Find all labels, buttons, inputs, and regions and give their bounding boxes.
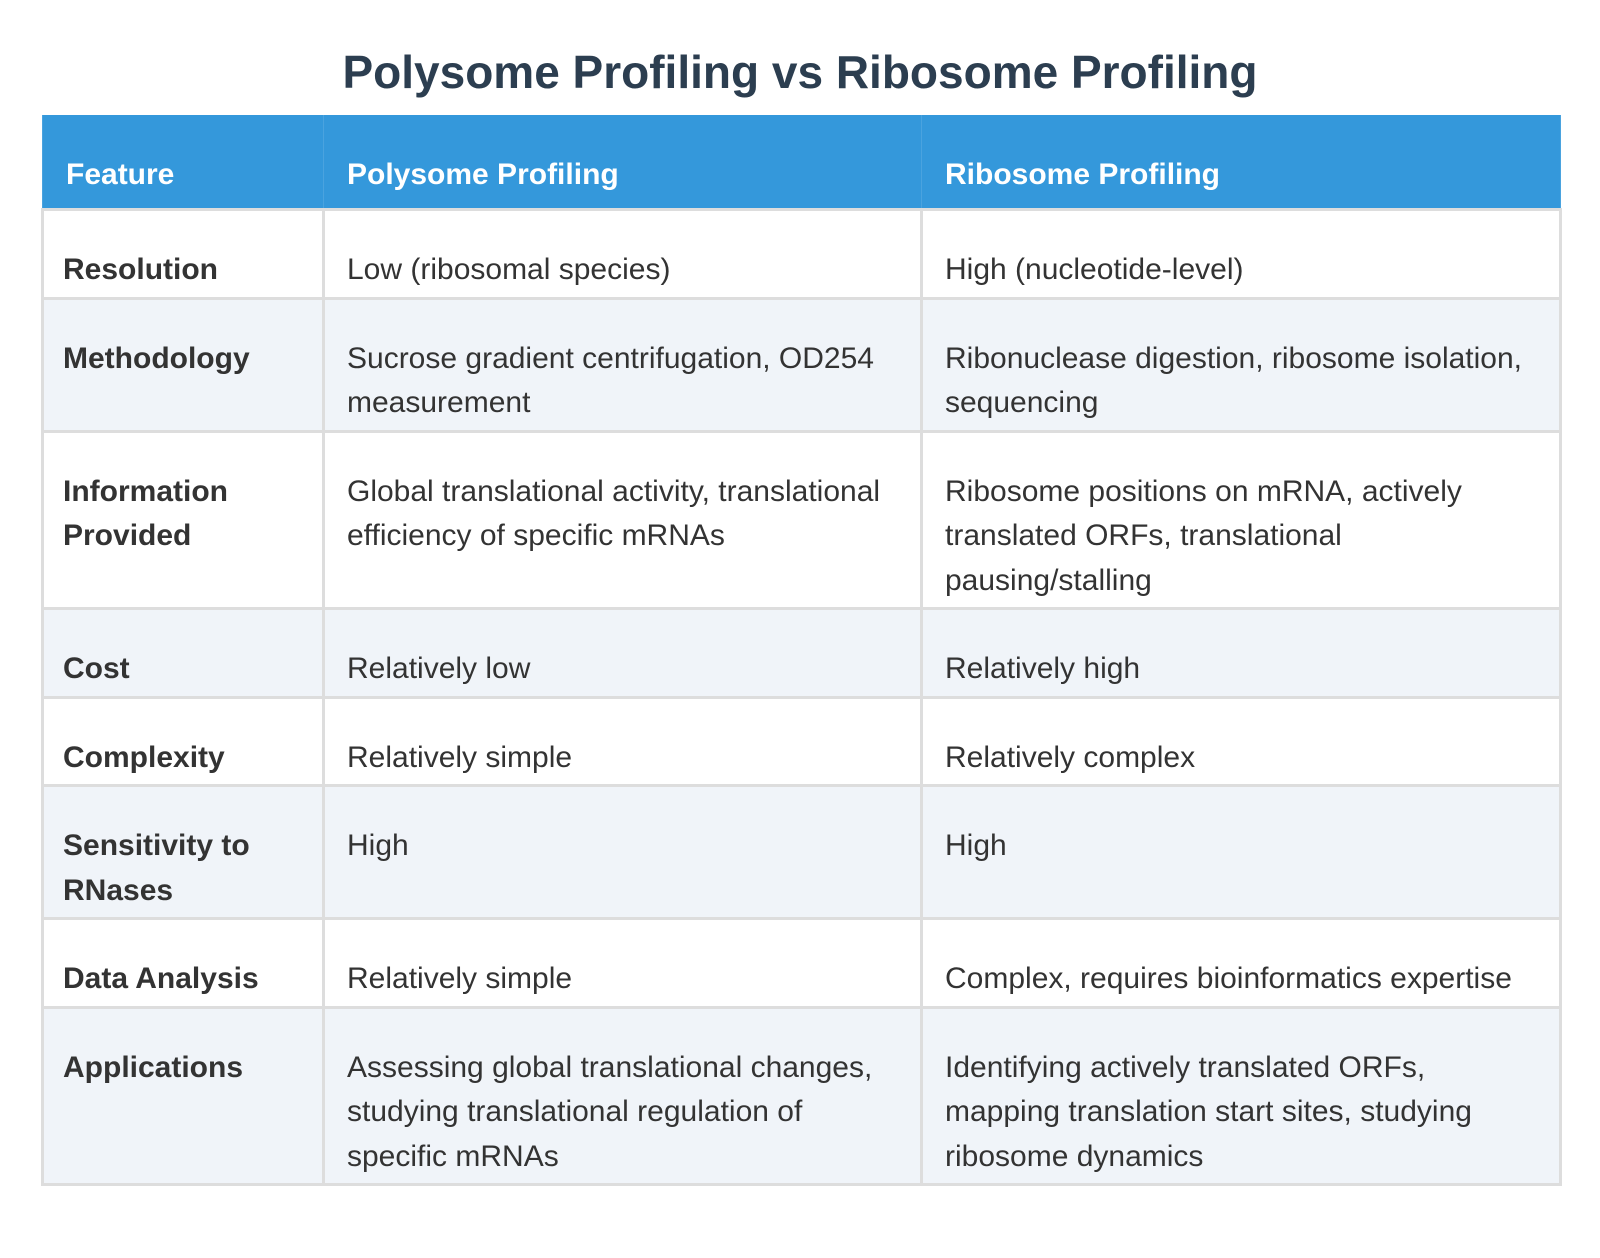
header-row: Feature Polysome Profiling Ribosome Prof… bbox=[42, 115, 1561, 210]
table-row-applications: Applications Assessing global translatio… bbox=[41, 1005, 1562, 1186]
polysome-cell: High bbox=[322, 784, 923, 920]
ribosome-cell: High bbox=[920, 784, 1562, 920]
column-header-ribosome-profiling: Ribosome Profiling bbox=[921, 115, 1561, 210]
table-row-information-provided: Information Provided Global translationa… bbox=[41, 429, 1562, 610]
table-row-data-analysis: Data Analysis Relatively simple Complex,… bbox=[41, 917, 1562, 1009]
polysome-cell: Low (ribosomal species) bbox=[322, 208, 923, 300]
table-row-complexity: Complexity Relatively simple Relatively … bbox=[41, 695, 1562, 787]
feature-cell: Information Provided bbox=[41, 429, 325, 610]
table-header: Feature Polysome Profiling Ribosome Prof… bbox=[42, 115, 1561, 210]
page-title: Polysome Profiling vs Ribosome Profiling bbox=[342, 46, 1258, 98]
feature-cell: Complexity bbox=[41, 695, 325, 787]
feature-cell: Applications bbox=[41, 1005, 325, 1186]
polysome-cell: Global translational activity, translati… bbox=[322, 429, 923, 610]
polysome-cell: Relatively simple bbox=[322, 695, 923, 787]
table-body: Resolution Low (ribosomal species) High … bbox=[41, 208, 1562, 1186]
feature-cell: Cost bbox=[41, 607, 325, 699]
polysome-cell: Relatively low bbox=[322, 607, 923, 699]
ribosome-cell: Relatively high bbox=[920, 607, 1562, 699]
feature-cell: Methodology bbox=[41, 296, 325, 433]
ribosome-cell: Complex, requires bioinformatics experti… bbox=[920, 917, 1562, 1009]
column-header-feature: Feature bbox=[42, 115, 324, 210]
table-row-resolution: Resolution Low (ribosomal species) High … bbox=[41, 208, 1562, 300]
feature-cell: Data Analysis bbox=[41, 917, 325, 1009]
ribosome-cell: High (nucleotide-level) bbox=[920, 208, 1562, 300]
polysome-cell: Sucrose gradient centrifugation, OD254 m… bbox=[322, 296, 923, 433]
column-header-polysome-profiling: Polysome Profiling bbox=[323, 115, 922, 210]
comparison-table: Feature Polysome Profiling Ribosome Prof… bbox=[41, 115, 1562, 1186]
ribosome-cell: Identifying actively translated ORFs, ma… bbox=[920, 1005, 1562, 1186]
feature-cell: Sensitivity to RNases bbox=[41, 784, 325, 920]
feature-cell: Resolution bbox=[41, 208, 325, 300]
ribosome-cell: Ribonuclease digestion, ribosome isolati… bbox=[920, 296, 1562, 433]
polysome-cell: Relatively simple bbox=[322, 917, 923, 1009]
table-row-cost: Cost Relatively low Relatively high bbox=[41, 607, 1562, 699]
polysome-cell: Assessing global translational changes, … bbox=[322, 1005, 923, 1186]
table-row-methodology: Methodology Sucrose gradient centrifugat… bbox=[41, 296, 1562, 433]
ribosome-cell: Ribosome positions on mRNA, actively tra… bbox=[920, 429, 1562, 610]
table-row-sensitivity-to-rnases: Sensitivity to RNases High High bbox=[41, 784, 1562, 920]
ribosome-cell: Relatively complex bbox=[920, 695, 1562, 787]
